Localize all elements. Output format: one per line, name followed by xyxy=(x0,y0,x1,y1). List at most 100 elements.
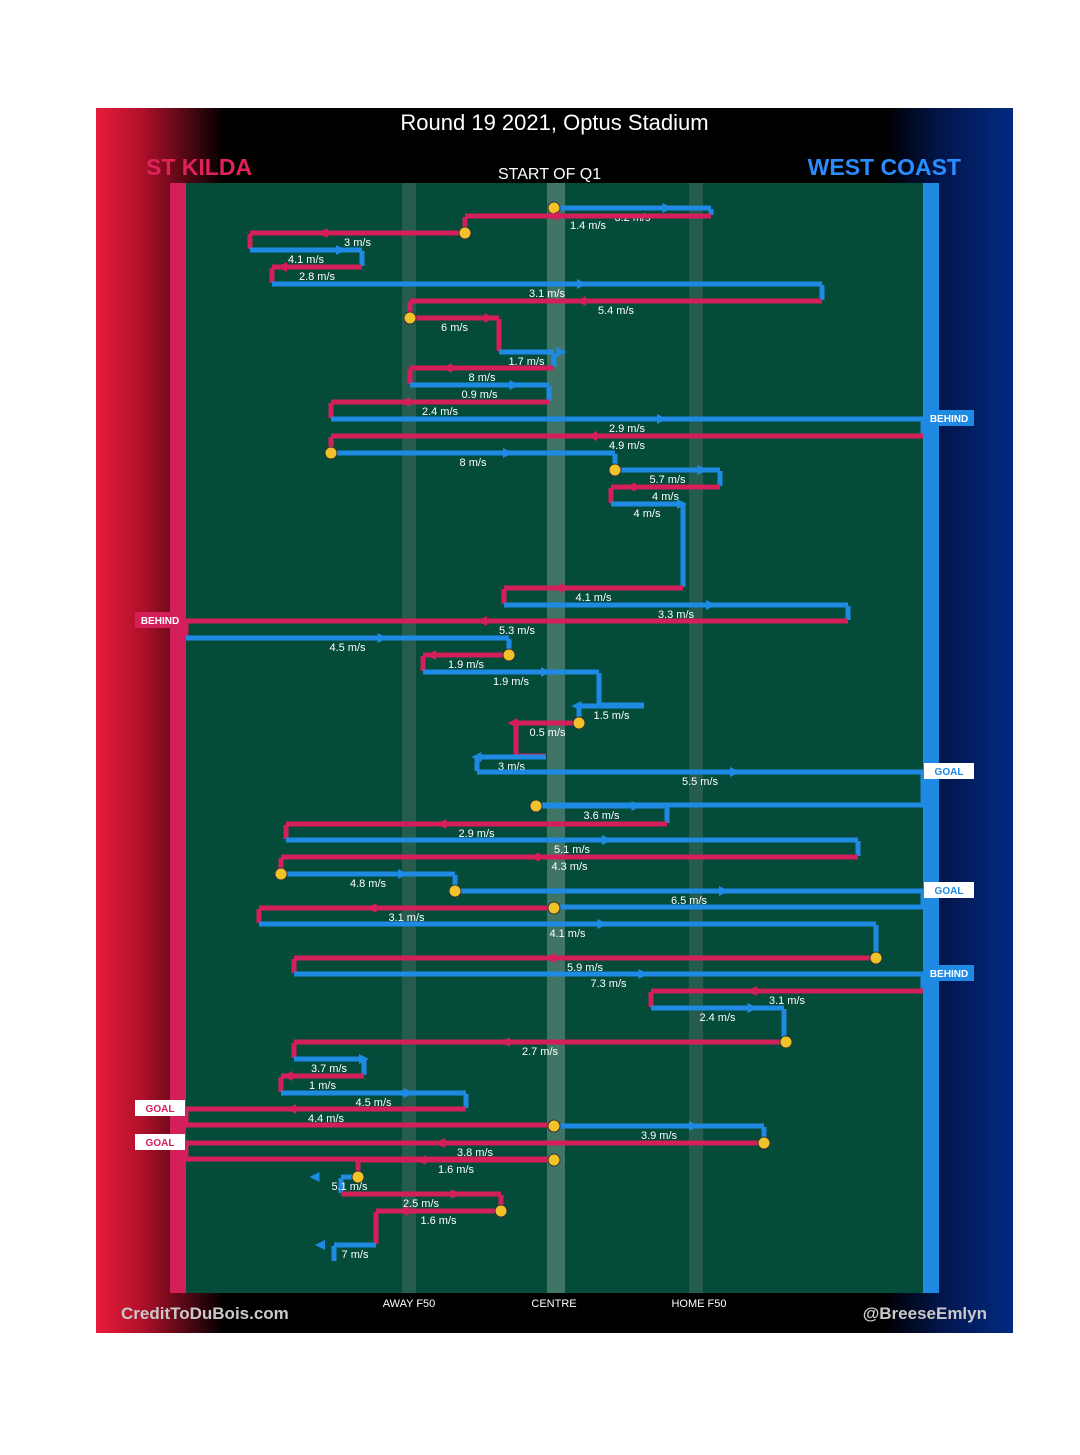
chain-arrow xyxy=(426,650,436,660)
contest-marker xyxy=(757,1136,771,1150)
chain-arrow xyxy=(662,203,673,213)
speed-label: 2.8 m/s xyxy=(299,271,336,283)
contest-marker xyxy=(547,1153,561,1167)
speed-label: 5.4 m/s xyxy=(598,305,635,317)
speed-label: 2.4 m/s xyxy=(422,406,459,418)
speed-label: 4.8 m/s xyxy=(350,878,387,890)
speed-label: 1.6 m/s xyxy=(420,1215,457,1227)
contest-marker xyxy=(547,1119,561,1133)
chain-arrow xyxy=(416,1155,426,1165)
speed-label: 5.9 m/s xyxy=(567,962,604,974)
chain-arrow xyxy=(277,262,287,272)
speed-label: 7 m/s xyxy=(342,1249,369,1261)
contest-marker xyxy=(572,716,586,730)
speed-label: 5.7 m/s xyxy=(649,474,686,486)
speed-label: 3.7 m/s xyxy=(311,1063,348,1075)
speed-label: 4.4 m/s xyxy=(308,1113,345,1125)
speed-label: 3.1 m/s xyxy=(769,995,806,1007)
chain-arrow xyxy=(677,499,687,509)
chain-arrow xyxy=(315,1240,325,1250)
result-label: GOAL xyxy=(935,886,964,897)
result-badge xyxy=(924,965,974,981)
contest-marker xyxy=(529,799,543,813)
contest-marker xyxy=(494,1204,508,1218)
chain-arrow xyxy=(484,313,495,323)
chain-arrow xyxy=(638,969,649,979)
home-goal-line xyxy=(170,183,186,1293)
speed-label: 1.4 m/s xyxy=(570,220,607,232)
axis-label-centre: CENTRE xyxy=(531,1298,577,1310)
chain-arrow xyxy=(336,245,346,255)
speed-label: 2.9 m/s xyxy=(609,423,646,435)
speed-label: 1.6 m/s xyxy=(438,1164,475,1176)
result-label: GOAL xyxy=(146,1104,175,1115)
speed-label: 3.6 m/s xyxy=(583,810,620,822)
speed-label: 8 m/s xyxy=(460,457,487,469)
contest-marker xyxy=(547,901,561,915)
chain-arrow xyxy=(442,363,452,373)
result-label: GOAL xyxy=(935,767,964,778)
speed-label: 4.3 m/s xyxy=(551,861,588,873)
speed-label: 5.1 m/s xyxy=(331,1181,368,1193)
contest-marker xyxy=(274,867,288,881)
chain-arrow xyxy=(577,279,587,289)
chain-arrow xyxy=(403,1088,414,1098)
axis-label-away: AWAY F50 xyxy=(382,1298,436,1310)
result-label: GOAL xyxy=(146,1138,175,1149)
chart-title: Round 19 2021, Optus Stadium xyxy=(400,110,709,135)
chain-arrow xyxy=(309,1172,320,1182)
chain-arrow xyxy=(747,986,757,996)
speed-label: 1.7 m/s xyxy=(508,356,545,368)
chain-arrow xyxy=(587,431,597,441)
speed-label: 2.5 m/s xyxy=(403,1198,440,1210)
chain-arrow xyxy=(366,903,377,913)
speed-label: 3.9 m/s xyxy=(641,1130,678,1142)
chain-arrow xyxy=(576,296,586,306)
chain-arrow xyxy=(631,801,642,811)
speed-label: 0.5 m/s xyxy=(529,727,566,739)
speed-label: 4.5 m/s xyxy=(355,1097,392,1109)
contest-marker xyxy=(502,648,516,662)
centre-band xyxy=(547,183,565,1293)
chain-arrow xyxy=(556,347,567,357)
contest-marker xyxy=(448,884,462,898)
chain-connector xyxy=(183,1110,554,1128)
chain-arrow xyxy=(625,482,636,492)
contest-marker xyxy=(458,226,472,240)
chain-arrow xyxy=(509,380,520,390)
chain-arrow xyxy=(435,1138,445,1148)
chain-chart: 3.2 m/s1.4 m/s3 m/s4.1 m/s2.8 m/s3.1 m/s… xyxy=(135,183,974,1293)
chain-arrow xyxy=(602,835,612,845)
chain-arrow xyxy=(719,886,729,896)
speed-label: 8 m/s xyxy=(469,372,496,384)
chain-arrow xyxy=(507,718,518,728)
speed-label: 0.9 m/s xyxy=(461,389,498,401)
contest-marker xyxy=(779,1035,793,1049)
chain-arrow xyxy=(477,616,487,626)
chain-arrow xyxy=(597,919,608,929)
chain-arrow xyxy=(471,752,482,762)
result-badge xyxy=(924,882,974,898)
chain-arrow xyxy=(503,448,513,458)
chain-arrow xyxy=(571,701,582,711)
speed-label: 4 m/s xyxy=(652,491,679,503)
result-badge xyxy=(135,1134,185,1150)
speed-label: 3.1 m/s xyxy=(388,912,425,924)
chain-arrow xyxy=(697,465,708,475)
speed-label: 5.1 m/s xyxy=(554,844,591,856)
speed-label: 3 m/s xyxy=(344,237,371,249)
result-label: BEHIND xyxy=(930,414,968,425)
speed-label: 1 m/s xyxy=(309,1080,336,1092)
chain-arrow xyxy=(689,1121,699,1131)
chain-arrow xyxy=(400,397,410,407)
speed-label: 4.5 m/s xyxy=(329,642,366,654)
chain-arrow xyxy=(706,600,716,610)
chain-arrow xyxy=(541,667,551,677)
chain-arrow xyxy=(359,1054,369,1064)
chain-arrow xyxy=(747,1003,758,1013)
chain-connector xyxy=(554,892,926,910)
speed-label: 5.3 m/s xyxy=(499,625,536,637)
chain-arrow xyxy=(529,852,540,862)
speed-label: 1.9 m/s xyxy=(448,659,485,671)
chain-arrow xyxy=(545,953,555,963)
